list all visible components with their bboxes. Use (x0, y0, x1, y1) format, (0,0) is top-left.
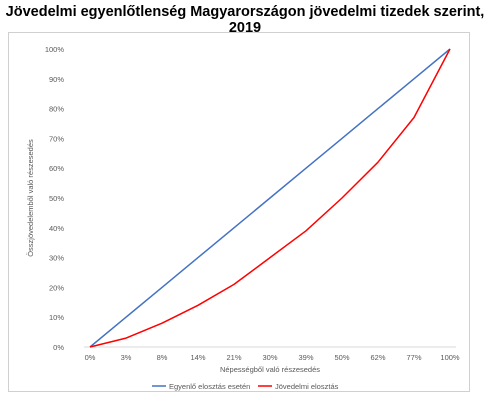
y-tick-label: 50% (49, 194, 64, 203)
y-tick-label: 20% (49, 283, 64, 292)
x-tick-label: 14% (190, 353, 205, 362)
series-line-1 (89, 48, 451, 348)
series-lines (89, 48, 451, 348)
y-tick-label: 30% (49, 254, 64, 263)
y-tick-label: 70% (49, 134, 64, 143)
y-axis-ticks: 0% 10% 20% 30% 40% 50% 60% 70% 80% 90% 100% (45, 45, 65, 352)
y-tick-label: 40% (49, 224, 64, 233)
x-tick-label: 50% (334, 353, 349, 362)
chart-frame (8, 32, 470, 392)
x-tick-label: 62% (370, 353, 385, 362)
y-tick-label: 90% (49, 75, 64, 84)
x-tick-label: 0% (85, 353, 96, 362)
x-tick-label: 100% (440, 353, 460, 362)
x-axis-ticks: 0% 3% 8% 14% 21% 30% 39% 50% 62% 77% 100% (85, 353, 460, 362)
x-tick-label: 77% (406, 353, 421, 362)
x-axis-label: Népességből való részesedés (220, 365, 320, 374)
y-tick-label: 0% (53, 343, 64, 352)
y-tick-label: 100% (45, 45, 65, 54)
x-tick-label: 39% (298, 353, 313, 362)
x-tick-label: 21% (226, 353, 241, 362)
x-tick-label: 8% (157, 353, 168, 362)
y-axis-label: Összjövedelemből való részesedés (26, 139, 35, 257)
y-tick-label: 10% (49, 313, 64, 322)
series-line-0 (89, 48, 451, 348)
y-tick-label: 80% (49, 105, 64, 114)
legend-label-0: Egyenlő elosztás esetén (169, 382, 250, 391)
x-tick-label: 30% (262, 353, 277, 362)
legend-label-1: Jövedelmi elosztás (275, 382, 339, 391)
x-tick-label: 3% (121, 353, 132, 362)
y-tick-label: 60% (49, 164, 64, 173)
legend: Egyenlő elosztás esetén Jövedelmi elosztá… (152, 382, 339, 391)
